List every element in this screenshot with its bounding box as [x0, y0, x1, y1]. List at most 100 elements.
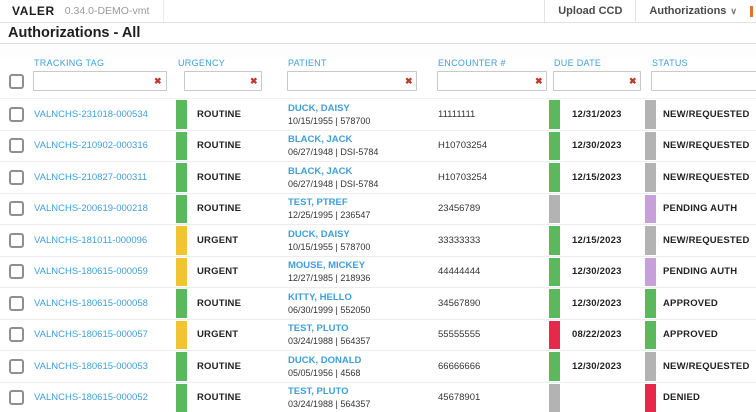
patient-name[interactable]: MOUSE, MICKEY	[288, 260, 366, 272]
urgency-label: URGENT	[197, 329, 239, 341]
column-urgency: URGENCY ✖	[176, 57, 284, 98]
column-header-due-date: DUE DATE	[554, 58, 602, 68]
encounter-number: 33333333	[438, 234, 481, 246]
row-checkbox[interactable]	[9, 264, 24, 280]
patient-name[interactable]: DUCK, DONALD	[288, 354, 362, 366]
status-bar	[645, 131, 656, 160]
authorizations-menu-button[interactable]: Authorizations ∨	[635, 0, 750, 22]
page-title: Authorizations - All	[8, 25, 141, 41]
status-cell: PENDING AUTH	[645, 257, 756, 288]
tracking-tag-link[interactable]: VALNCHS-180615-000053	[34, 360, 148, 372]
tracking-tag-cell: VALNCHS-180615-000059	[32, 257, 176, 288]
patient-name[interactable]: BLACK, JACK	[288, 165, 353, 177]
due-date: 12/30/2023	[572, 266, 622, 278]
table-row: VALNCHS-180615-000053 ROUTINE DUCK, DONALD…	[0, 351, 756, 383]
row-select-cell	[0, 162, 32, 193]
row-select-cell	[0, 131, 32, 162]
urgency-bar	[176, 131, 187, 160]
authorizations-menu-label: Authorizations	[649, 5, 727, 17]
row-checkbox[interactable]	[9, 232, 24, 248]
tracking-tag-link[interactable]: VALNCHS-231018-000534	[34, 108, 148, 120]
status-label: APPROVED	[663, 297, 718, 309]
patient-name[interactable]: TEST, PLUTO	[288, 323, 349, 335]
tracking-tag-link[interactable]: VALNCHS-181011-000096	[34, 234, 148, 246]
status-bar	[645, 383, 656, 412]
tracking-tag-link[interactable]: VALNCHS-180615-000059	[34, 266, 148, 278]
tracking-tag-link[interactable]: VALNCHS-180615-000052	[34, 392, 148, 404]
filter-input-urgency[interactable]	[184, 71, 262, 91]
urgency-label: ROUTINE	[197, 297, 242, 309]
urgency-cell: ROUTINE	[176, 351, 284, 382]
patient-name[interactable]: DUCK, DAISY	[288, 102, 350, 114]
status-bar	[645, 289, 656, 318]
filter-input-patient[interactable]	[287, 71, 417, 91]
clear-filter-icon[interactable]: ✖	[405, 76, 413, 86]
patient-name[interactable]: TEST, PLUTO	[288, 386, 349, 398]
row-select-cell	[0, 99, 32, 130]
authorizations-table: VALNCHS-231018-000534 ROUTINE DUCK, DAISY 1…	[0, 98, 756, 412]
patient-name[interactable]: DUCK, DAISY	[288, 228, 350, 240]
encounter-number: 55555555	[438, 329, 481, 341]
due-date-cell: 12/31/2023	[549, 99, 645, 130]
patient-name[interactable]: KITTY, HELLO	[288, 291, 352, 303]
cutoff-nav-mark	[750, 5, 753, 17]
patient-name[interactable]: TEST, PTREF	[288, 197, 348, 209]
clear-filter-icon[interactable]: ✖	[250, 76, 258, 86]
tracking-tag-link[interactable]: VALNCHS-210902-000316	[34, 140, 148, 152]
tracking-tag-cell: VALNCHS-180615-000058	[32, 288, 176, 319]
tracking-tag-cell: VALNCHS-200619-000218	[32, 194, 176, 225]
urgency-label: ROUTINE	[197, 360, 242, 372]
row-checkbox[interactable]	[9, 295, 24, 311]
tracking-tag-link[interactable]: VALNCHS-180615-000058	[34, 297, 148, 309]
encounter-cell: H10703254	[430, 162, 549, 193]
clear-filter-icon[interactable]: ✖	[629, 76, 637, 86]
patient-dob-id: 06/27/1948 | DSI-5784	[288, 178, 379, 189]
filter-input-tracking-tag[interactable]	[33, 71, 167, 91]
encounter-cell: 66666666	[430, 351, 549, 382]
row-checkbox[interactable]	[9, 327, 24, 343]
row-checkbox[interactable]	[9, 201, 24, 217]
row-checkbox[interactable]	[9, 358, 24, 374]
due-date-cell: 12/30/2023	[549, 257, 645, 288]
clear-filter-icon[interactable]: ✖	[154, 76, 162, 86]
row-checkbox[interactable]	[9, 106, 24, 122]
status-cell: NEW/REQUESTED	[645, 225, 756, 256]
table-row: VALNCHS-231018-000534 ROUTINE DUCK, DAISY 1…	[0, 99, 756, 131]
encounter-number: 45678901	[438, 392, 481, 404]
status-bar	[645, 320, 656, 349]
status-cell: NEW/REQUESTED	[645, 131, 756, 162]
clear-filter-icon[interactable]: ✖	[535, 76, 543, 86]
filter-input-encounter[interactable]	[437, 71, 547, 91]
tracking-tag-link[interactable]: VALNCHS-210827-000311	[34, 171, 148, 183]
status-label: NEW/REQUESTED	[663, 140, 750, 152]
table-row: VALNCHS-200619-000218 ROUTINE TEST, PTREF 1…	[0, 193, 756, 225]
filter-input-status[interactable]	[651, 71, 756, 91]
urgency-bar	[176, 100, 187, 129]
due-date: 12/30/2023	[572, 360, 622, 372]
encounter-cell: H10703254	[430, 131, 549, 162]
urgency-label: URGENT	[197, 266, 239, 278]
urgency-bar	[176, 320, 187, 349]
row-checkbox[interactable]	[9, 390, 24, 406]
app-version: 0.34.0-DEMO-vmt	[65, 0, 165, 22]
tracking-tag-link[interactable]: VALNCHS-200619-000218	[34, 203, 148, 215]
patient-cell: BLACK, JACK 06/27/1948 | DSI-5784	[284, 131, 430, 162]
filter-input-due-date[interactable]	[553, 71, 641, 91]
encounter-number: H10703254	[438, 171, 488, 183]
column-patient: PATIENT ✖	[284, 57, 430, 98]
upload-ccd-button[interactable]: Upload CCD	[544, 0, 635, 22]
tracking-tag-cell: VALNCHS-180615-000052	[32, 383, 176, 412]
patient-name[interactable]: BLACK, JACK	[288, 134, 353, 146]
row-checkbox[interactable]	[9, 138, 24, 154]
due-date-bar	[549, 257, 560, 286]
tracking-tag-link[interactable]: VALNCHS-180615-000057	[34, 329, 148, 341]
row-checkbox[interactable]	[9, 169, 24, 185]
urgency-bar	[176, 257, 187, 286]
status-cell: DENIED	[645, 383, 756, 412]
urgency-label: ROUTINE	[197, 203, 242, 215]
chevron-down-icon: ∨	[730, 5, 737, 16]
table-row: VALNCHS-210827-000311 ROUTINE BLACK, JACK 0…	[0, 162, 756, 194]
urgency-label: ROUTINE	[197, 392, 242, 404]
select-all-checkbox[interactable]	[9, 74, 24, 89]
patient-cell: TEST, PLUTO 03/24/1988 | 564357	[284, 320, 430, 351]
